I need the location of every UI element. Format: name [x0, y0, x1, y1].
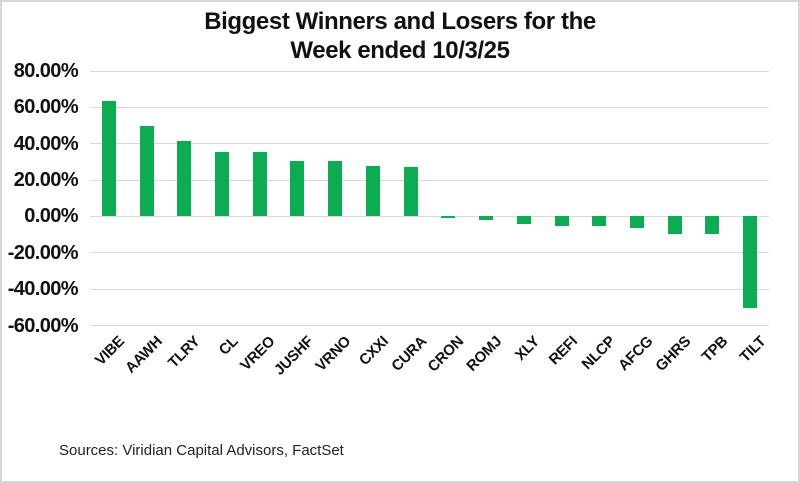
bar-cron — [441, 216, 456, 219]
x-axis-tick-label: XLY — [511, 333, 543, 365]
bar-ghrs — [667, 216, 682, 235]
y-axis-tick-label: -40.00% — [7, 278, 79, 301]
x-axis-tick-label: AFCG — [614, 333, 657, 375]
bar-cl — [215, 152, 230, 217]
y-axis-tick-label: 80.00% — [13, 60, 79, 82]
bar-romj — [479, 216, 494, 221]
bar-refi — [554, 216, 569, 226]
gridline — [90, 325, 769, 326]
chart-title-line-2: Week ended 10/3/25 — [290, 37, 510, 64]
y-axis-tick-label: 40.00% — [13, 132, 79, 155]
bar-vreo — [252, 152, 267, 217]
gridline — [90, 215, 769, 217]
bar-cura — [403, 166, 418, 217]
gridline — [90, 288, 769, 290]
chart-title-line-1: Biggest Winners and Losers for the — [204, 8, 596, 35]
x-axis-tick-label: VRNO — [312, 333, 355, 375]
bar-tpb — [705, 216, 720, 235]
source-note: Sources: Viridian Capital Advisors, Fact… — [59, 442, 344, 459]
x-axis-tick-label: CXXI — [356, 333, 392, 369]
bar-tlry — [177, 140, 192, 217]
x-axis-tick-label: CURA — [387, 333, 430, 375]
x-axis-tick-label: ROMJ — [463, 333, 506, 375]
x-axis-tick-label: AAWH — [122, 333, 166, 377]
gridline — [90, 252, 769, 254]
x-axis-tick-label: NLCP — [578, 333, 619, 374]
bar-tilt — [743, 216, 758, 308]
y-axis-tick-label: -20.00% — [7, 241, 79, 264]
x-axis-tick-label: TPB — [698, 333, 732, 366]
gridline — [90, 106, 769, 108]
x-axis-tick-label: GHRS — [651, 333, 694, 375]
bar-xly — [516, 216, 531, 225]
bar-vrno — [328, 161, 343, 217]
gridline — [90, 70, 769, 72]
chart-title: Biggest Winners and Losers for the Week … — [0, 7, 800, 65]
bar-jushf — [290, 161, 305, 217]
x-axis-tick-label: CL — [215, 333, 242, 359]
y-axis-tick-label: 0.00% — [24, 205, 78, 228]
gridline — [90, 179, 769, 181]
bar-aawh — [139, 125, 154, 217]
bar-afcg — [629, 216, 644, 229]
gridline — [90, 143, 769, 145]
bar-cxxi — [365, 165, 380, 217]
bar-nlcp — [592, 216, 607, 226]
x-axis-tick-label: JUSHF — [270, 333, 317, 379]
x-axis-tick-label: TLRY — [164, 333, 204, 372]
x-axis-tick-label: REFI — [545, 333, 581, 369]
y-axis-tick-label: 20.00% — [13, 169, 79, 192]
y-axis-tick-label: -60.00% — [7, 314, 79, 337]
x-axis-tick-label: CRON — [424, 333, 468, 376]
x-axis-tick-label: TILT — [736, 333, 770, 366]
bar-vibe — [101, 100, 116, 217]
y-axis-tick-label: 60.00% — [13, 96, 79, 119]
